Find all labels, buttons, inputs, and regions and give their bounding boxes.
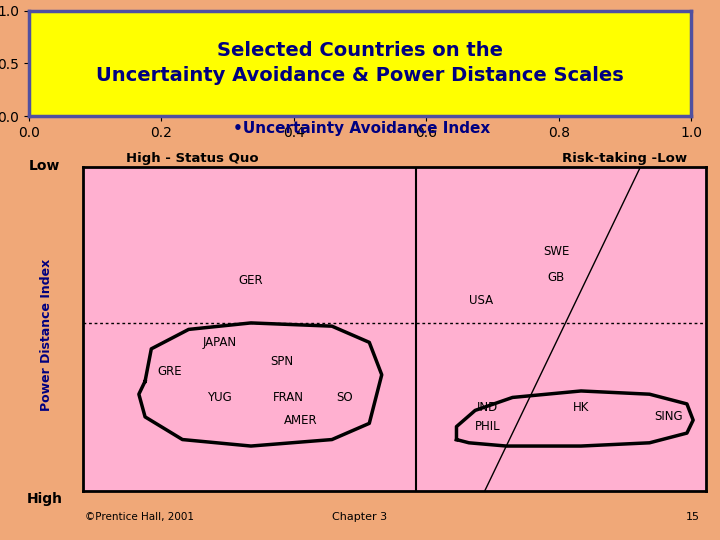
Text: SPN: SPN	[271, 355, 294, 368]
Text: Chapter 3: Chapter 3	[333, 512, 387, 522]
Text: SING: SING	[654, 410, 683, 423]
Text: PHIL: PHIL	[474, 420, 500, 433]
Text: HK: HK	[573, 401, 589, 414]
Text: SO: SO	[336, 391, 353, 404]
Text: High: High	[27, 492, 63, 506]
Text: Low: Low	[29, 159, 60, 173]
Text: GRE: GRE	[158, 365, 182, 378]
Text: YUG: YUG	[207, 391, 232, 404]
Text: IND: IND	[477, 401, 498, 414]
Text: ©Prentice Hall, 2001: ©Prentice Hall, 2001	[85, 512, 194, 522]
Text: High - Status Quo: High - Status Quo	[126, 152, 258, 165]
Text: FRAN: FRAN	[273, 391, 304, 404]
Text: GB: GB	[547, 271, 564, 284]
Text: 15: 15	[686, 512, 700, 522]
Text: USA: USA	[469, 294, 493, 307]
Text: JAPAN: JAPAN	[203, 336, 237, 349]
Text: •Uncertainty Avoidance Index: •Uncertainty Avoidance Index	[233, 122, 490, 136]
Text: GER: GER	[238, 274, 264, 287]
Text: Selected Countries on the
Uncertainty Avoidance & Power Distance Scales: Selected Countries on the Uncertainty Av…	[96, 42, 624, 85]
Text: SWE: SWE	[543, 245, 570, 258]
Text: Risk-taking -Low: Risk-taking -Low	[562, 152, 688, 165]
Text: Power Distance Index: Power Distance Index	[40, 259, 53, 411]
Text: AMER: AMER	[284, 414, 318, 427]
